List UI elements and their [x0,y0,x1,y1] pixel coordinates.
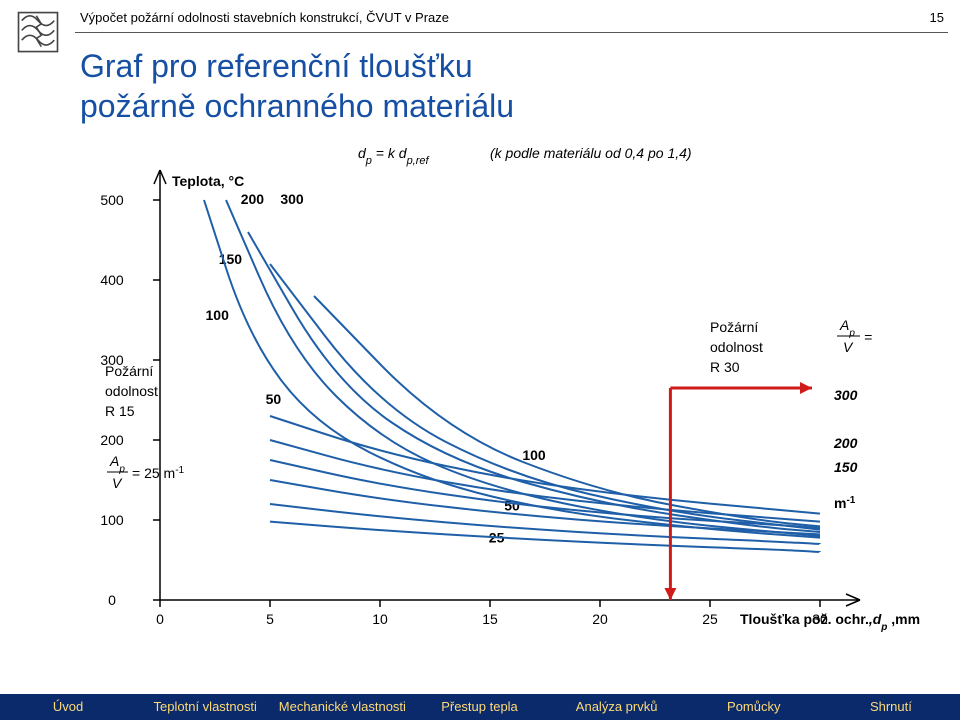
page: Výpočet požární odolnosti stavebních kon… [0,0,960,720]
header-breadcrumb: Výpočet požární odolnosti stavebních kon… [80,10,940,25]
svg-text:dp = k dp,ref: dp = k dp,ref [358,145,430,167]
svg-text:300: 300 [280,191,304,207]
svg-text:200: 200 [241,191,265,207]
footer-item-analyza[interactable]: Analýza prvků [549,694,686,720]
svg-text:100: 100 [522,447,546,463]
page-number: 15 [930,10,944,25]
svg-text:500: 500 [100,192,124,208]
footer-item-teplotni[interactable]: Teplotní vlastnosti [137,694,274,720]
svg-text:100: 100 [100,512,124,528]
svg-text:100: 100 [206,307,230,323]
svg-text:5: 5 [266,611,274,627]
svg-text:50: 50 [266,391,282,407]
footer-nav: Úvod Teplotní vlastnosti Mechanické vlas… [0,694,960,720]
svg-text:(k podle materiálu od 0,4 po: (k podle materiálu od 0,4 po 1,4) [490,145,692,161]
footer-item-shrnuti[interactable]: Shrnutí [823,694,960,720]
svg-text:Tloušťka pož. ochr.,dp ,mm: Tloušťka pož. ochr.,dp ,mm [740,611,920,633]
svg-text:odolnost: odolnost [105,383,158,399]
svg-text:10: 10 [372,611,388,627]
svg-text:0: 0 [156,611,164,627]
header [12,6,64,58]
svg-text:Teplota, °C: Teplota, °C [172,173,244,189]
chart-svg: 0510152025300100200300400500Teplota, °Cd… [40,140,920,660]
title-line2: požárně ochranného materiálu [80,86,514,126]
svg-text:200: 200 [833,435,858,451]
footer-item-prestup[interactable]: Přestup tepla [411,694,548,720]
svg-text:Ap: Ap [839,317,855,339]
svg-text:= 25 m-1: = 25 m-1 [132,465,185,482]
svg-text:150: 150 [834,459,858,475]
footer-item-pomucky[interactable]: Pomůcky [686,694,823,720]
footer-item-uvod[interactable]: Úvod [0,694,137,720]
svg-text:0: 0 [108,592,116,608]
svg-text:m-1: m-1 [834,495,856,512]
footer-item-mechanicke[interactable]: Mechanické vlastnosti [274,694,411,720]
svg-text:25: 25 [702,611,718,627]
chart: 0510152025300100200300400500Teplota, °Cd… [40,140,920,660]
title-line1: Graf pro referenční tloušťku [80,46,514,86]
svg-text:odolnost: odolnost [710,339,763,355]
svg-text:300: 300 [834,387,858,403]
svg-text:200: 200 [100,432,124,448]
svg-text:400: 400 [100,272,124,288]
svg-text:R 30: R 30 [710,359,740,375]
svg-text:=: = [864,329,872,345]
header-rule [75,32,948,33]
emblem-icon [12,6,64,58]
svg-text:Požární: Požární [105,363,153,379]
svg-text:20: 20 [592,611,608,627]
page-title: Graf pro referenční tloušťku požárně och… [80,46,514,126]
svg-text:Požární: Požární [710,319,758,335]
svg-text:15: 15 [482,611,498,627]
svg-text:V: V [843,339,854,355]
svg-text:R 15: R 15 [105,403,135,419]
